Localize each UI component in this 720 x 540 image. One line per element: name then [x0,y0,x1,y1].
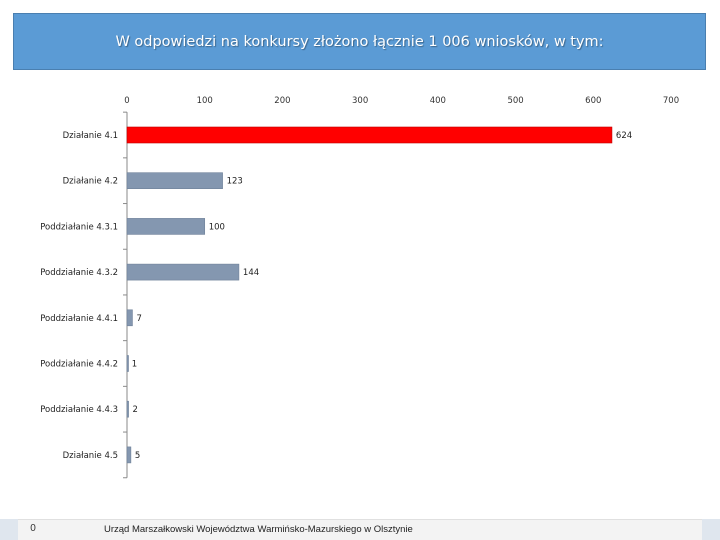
footer-corner-right [702,519,720,540]
category-label: Poddziałanie 4.4.3 [40,405,118,415]
category-label: Poddziałanie 4.3.1 [40,222,118,232]
data-label: 100 [209,222,225,232]
page-title: W odpowiedzi na konkursy złożono łącznie… [115,33,604,50]
category-label: Poddziałanie 4.4.1 [40,314,118,324]
data-label: 2 [133,405,138,415]
bar [126,355,129,372]
bar [126,446,132,464]
data-label: 7 [136,314,141,324]
footer-corner-left [0,519,18,540]
x-tick-label: 300 [352,96,368,106]
x-tick-label: 400 [430,96,446,106]
footer-bar: 0 Urząd Marszałkowski Województwa Warmiń… [0,519,720,540]
category-label: Działanie 4.2 [63,177,118,187]
data-label: 1 [132,360,137,370]
x-tick-label: 600 [585,96,601,106]
category-label: Działanie 4.5 [63,451,118,461]
slide-number: 0 [30,523,36,534]
title-banner: W odpowiedzi na konkursy złożono łącznie… [13,13,706,70]
bar [126,263,240,281]
data-label: 624 [616,131,632,141]
x-tick-label: 700 [663,96,679,106]
data-label: 144 [243,268,259,278]
data-label: 5 [135,451,140,461]
category-label: Poddziałanie 4.3.2 [40,268,118,278]
bar [126,172,223,189]
category-label: Działanie 4.1 [63,131,118,141]
data-label: 123 [227,177,243,187]
category-label: Poddziałanie 4.4.2 [40,360,118,370]
bar [126,400,129,418]
bar [126,309,133,327]
bar-chart: 0 100 200 300 400 500 600 700 Działanie 4.1 624 Dz… [40,96,679,479]
footer-organization: Urząd Marszałkowski Województwa Warmińsk… [104,524,413,535]
x-tick-label: 0 [124,96,129,106]
x-tick-label: 100 [197,96,213,106]
bar [126,218,206,235]
bar [126,126,613,144]
x-tick-label: 200 [274,96,290,106]
x-tick-label: 500 [507,96,523,106]
